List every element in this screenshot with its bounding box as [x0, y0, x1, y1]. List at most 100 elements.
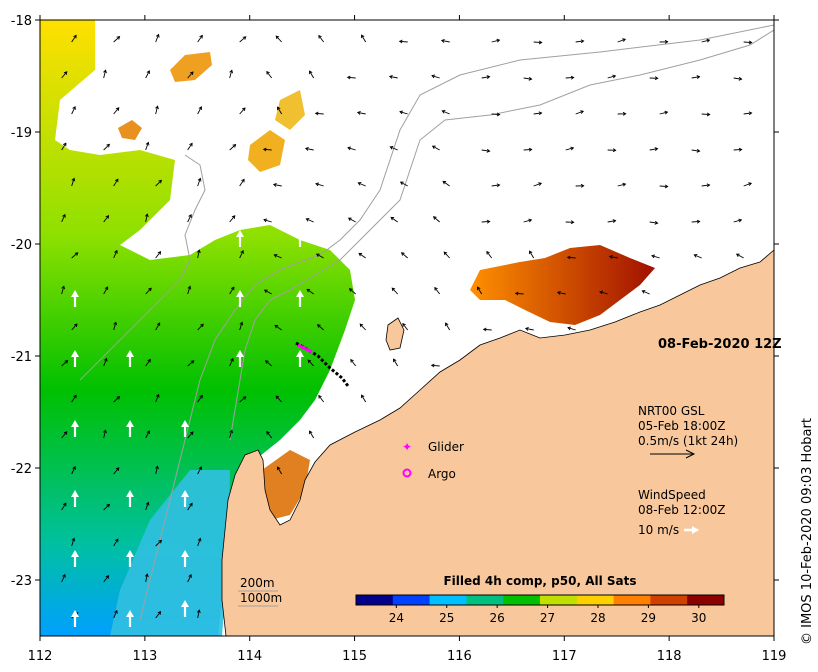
current-arrowhead	[273, 254, 278, 258]
contour-200m	[229, 29, 774, 441]
current-arrowhead	[654, 220, 659, 225]
current-arrow	[443, 251, 450, 259]
current-arrowhead	[157, 250, 162, 255]
current-arrowhead	[64, 360, 69, 364]
current-arrowhead	[63, 71, 68, 75]
current-arrow	[197, 323, 204, 331]
wind-arrowhead	[71, 290, 79, 297]
current-arrowhead	[61, 285, 66, 290]
current-arrow	[229, 358, 234, 367]
sst-warm-blob-3	[248, 130, 285, 172]
current-arrow	[481, 149, 490, 152]
current-arrow	[309, 70, 315, 79]
current-arrow	[113, 538, 119, 547]
current-legend: NRT00 GSL 05-Feb 18:00Z 0.5m/s (1kt 24h)	[638, 404, 738, 459]
current-arrow	[393, 358, 399, 367]
current-arrow	[691, 221, 700, 223]
current-arrow	[239, 179, 245, 187]
current-arrow	[61, 71, 68, 79]
colorbar-tick-label: 25	[439, 611, 454, 625]
current-arrowhead	[738, 147, 743, 152]
current-arrowhead	[706, 183, 711, 188]
current-arrowhead	[277, 466, 281, 471]
wind-arrowhead	[126, 490, 134, 497]
current-arrowhead	[706, 38, 711, 43]
current-arrow	[523, 219, 532, 223]
current-arrowhead	[232, 144, 237, 148]
current-arrowhead	[231, 215, 236, 219]
current-arrow	[743, 112, 752, 115]
current-arrowhead	[188, 214, 192, 218]
contour-1000m	[139, 24, 774, 621]
current-arrow	[187, 431, 194, 439]
current-arrow	[103, 575, 109, 583]
current-arrowhead	[361, 34, 365, 39]
current-arrow	[316, 253, 324, 259]
current-arrowhead	[641, 290, 646, 294]
current-arrow	[347, 147, 356, 151]
wind-vector-field	[71, 230, 364, 627]
lon-tick-label: 116	[447, 649, 472, 664]
colorbar-block	[392, 595, 431, 605]
current-arrow	[318, 35, 325, 43]
current-arrow	[113, 250, 118, 259]
current-arrow	[155, 106, 158, 115]
current-arrowhead	[738, 218, 743, 223]
current-arrowhead	[622, 111, 627, 116]
current-arrow	[402, 323, 409, 331]
sst-warm-patch-east	[470, 245, 655, 325]
current-arrow	[155, 466, 158, 475]
current-arrowhead	[105, 574, 110, 579]
current-arrow	[71, 466, 76, 475]
current-arrowhead	[402, 322, 406, 327]
current-arrowhead	[622, 38, 627, 42]
wind-arrowhead	[71, 420, 79, 427]
current-arrow	[187, 286, 191, 295]
current-arrow	[533, 182, 542, 187]
current-arrowhead	[242, 396, 247, 400]
current-arrowhead	[307, 359, 312, 364]
current-scale-arrowhead-icon	[685, 449, 696, 459]
wind-arrowhead	[236, 290, 244, 297]
current-arrowhead	[158, 539, 163, 544]
current-arrow	[523, 149, 532, 151]
current-arrow	[103, 215, 109, 223]
current-arrowhead	[528, 76, 533, 81]
current-arrowhead	[147, 358, 151, 363]
current-arrow	[523, 77, 532, 80]
current-arrowhead	[189, 71, 194, 76]
current-arrowhead	[103, 429, 107, 434]
lat-tick-label: -22	[11, 462, 32, 477]
colorbar-block	[540, 595, 578, 605]
wind-arrowhead	[236, 230, 244, 237]
current-arrowhead	[73, 34, 77, 39]
current-arrowhead	[241, 107, 246, 112]
current-arrow	[694, 254, 702, 259]
current-arrowhead	[318, 394, 322, 399]
lat-tick-label: -19	[11, 126, 32, 141]
current-arrowhead	[156, 322, 161, 327]
current-arrow	[491, 113, 500, 116]
colorbar-block	[613, 595, 651, 605]
current-arrow	[145, 214, 148, 223]
current-arrowhead	[263, 218, 268, 223]
current-arrow	[113, 396, 120, 403]
colorbar-block	[503, 595, 541, 605]
current-arrow	[145, 502, 149, 511]
current-arrowhead	[430, 363, 435, 368]
current-arrowhead	[309, 430, 313, 435]
current-arrowhead	[356, 111, 361, 115]
current-arrow	[399, 111, 408, 115]
sst-warm-blob-2	[118, 120, 142, 140]
current-arrowhead	[612, 74, 617, 79]
current-arrow	[391, 287, 398, 295]
current-arrow	[61, 502, 67, 511]
current-arrowhead	[612, 219, 617, 223]
wind-arrowhead	[126, 550, 134, 557]
current-arrowhead	[229, 429, 234, 434]
current-arrow	[442, 181, 450, 187]
current-arrow	[71, 323, 78, 331]
current-arrowhead	[361, 394, 365, 399]
current-arrowhead	[348, 288, 353, 292]
